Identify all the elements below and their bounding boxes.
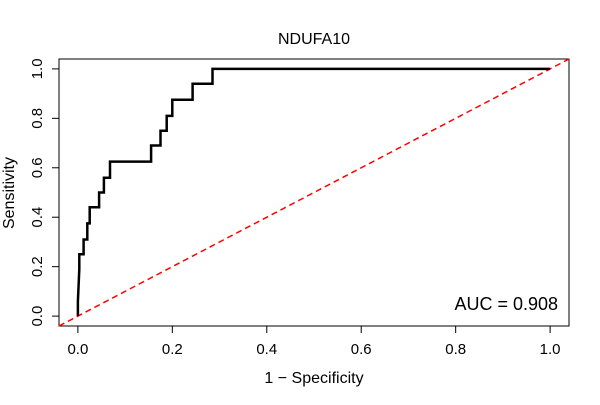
- x-tick-label: 0.2: [162, 341, 183, 358]
- y-tick-label: 0.4: [29, 207, 46, 228]
- roc-curve-line: [76, 67, 551, 317]
- x-tick-label: 0.4: [256, 341, 277, 358]
- y-tick-label: 0.8: [29, 108, 46, 129]
- reference-diagonal-line: [58, 58, 570, 327]
- x-axis: 0.0 0.2 0.4 0.6 0.8 1.0: [67, 325, 561, 358]
- x-tick-label: 1.0: [540, 341, 561, 358]
- y-tick-label: 0.6: [29, 157, 46, 178]
- x-tick-label: 0.8: [445, 341, 466, 358]
- y-axis-label: Sensitivity: [1, 157, 18, 229]
- x-tick-label: 0.0: [67, 341, 88, 358]
- y-tick-label: 0.2: [29, 256, 46, 277]
- series-layer: [58, 58, 570, 327]
- y-tick-label: 1.0: [29, 58, 46, 79]
- x-tick-label: 0.6: [351, 341, 372, 358]
- y-axis: 0.0 0.2 0.4 0.6 0.8 1.0: [29, 58, 60, 327]
- plot-frame: [58, 58, 570, 327]
- auc-annotation: AUC = 0.908: [454, 294, 558, 314]
- y-tick-label: 0.0: [29, 306, 46, 327]
- x-axis-label: 1 − Specificity: [264, 370, 363, 387]
- chart-title: NDUFA10: [278, 31, 350, 48]
